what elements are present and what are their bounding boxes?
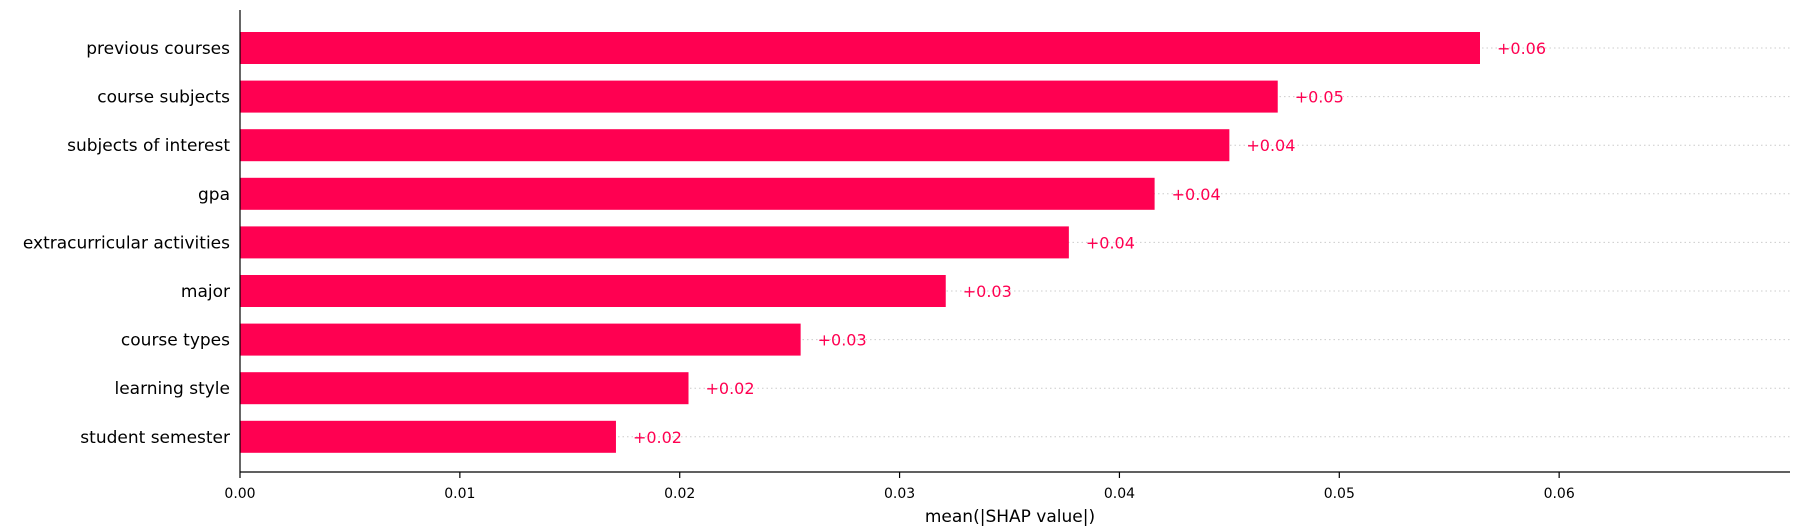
category-label: previous courses <box>86 39 230 59</box>
data-label: +0.03 <box>818 331 867 350</box>
x-tick-label: 0.03 <box>884 486 915 502</box>
x-tick-label: 0.05 <box>1324 486 1355 502</box>
x-tick-label: 0.04 <box>1104 486 1135 502</box>
category-label: course types <box>121 331 230 351</box>
bar <box>240 177 1155 210</box>
bar <box>240 323 801 356</box>
category-label: gpa <box>198 185 230 205</box>
category-label: major <box>181 282 230 302</box>
data-label: +0.05 <box>1295 88 1344 107</box>
bar <box>240 80 1278 113</box>
x-tick-label: 0.02 <box>664 486 695 502</box>
data-label: +0.02 <box>706 379 755 398</box>
bar <box>240 32 1480 64</box>
category-label: learning style <box>114 379 230 399</box>
data-label: +0.04 <box>1172 185 1221 204</box>
data-label: +0.02 <box>633 428 682 447</box>
category-label: subjects of interest <box>67 136 230 156</box>
x-tick-label: 0.06 <box>1544 486 1575 502</box>
bar <box>240 275 946 307</box>
bar <box>240 420 616 453</box>
category-label: course subjects <box>97 88 230 108</box>
data-label: +0.04 <box>1086 233 1135 252</box>
data-label: +0.03 <box>963 282 1012 301</box>
data-label: +0.04 <box>1246 136 1295 155</box>
x-tick-label: 0.01 <box>444 486 475 502</box>
x-axis-title: mean(|SHAP value|) <box>925 507 1095 527</box>
category-label: extracurricular activities <box>23 233 230 253</box>
bar <box>240 129 1230 162</box>
category-label: student semester <box>80 428 230 448</box>
data-label: +0.06 <box>1497 39 1546 58</box>
bar <box>240 226 1069 259</box>
bar <box>240 372 689 405</box>
x-tick-label: 0.00 <box>224 486 255 502</box>
